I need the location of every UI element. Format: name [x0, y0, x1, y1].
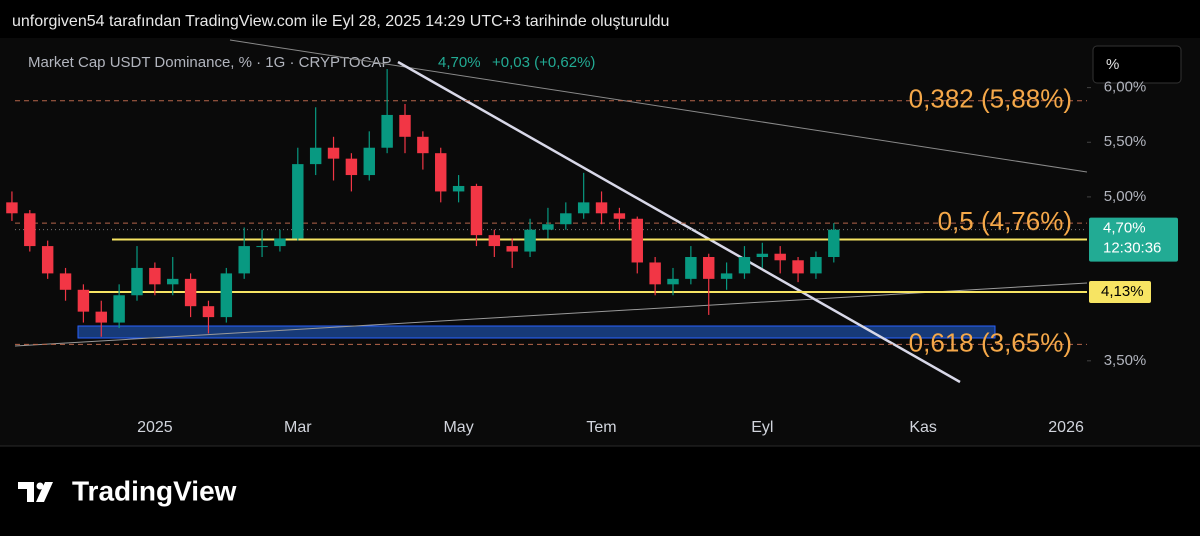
fib-label: 0,5 (4,76%)	[938, 206, 1072, 236]
last-value: 4,70%	[438, 54, 481, 71]
candle-body	[667, 278, 679, 285]
x-tick-label: Mar	[284, 419, 312, 436]
candle-body	[577, 202, 590, 214]
x-tick-label: May	[443, 419, 473, 436]
logo-icon	[36, 482, 44, 490]
candle-body	[720, 273, 733, 279]
candle-body	[399, 114, 411, 137]
logo: TradingView	[18, 475, 237, 506]
candle-body	[345, 158, 358, 176]
symbol-title: Market Cap USDT Dominance, % · 1G · CRYP…	[28, 54, 391, 71]
candle-body	[220, 273, 233, 318]
logo-text: TradingView	[72, 475, 237, 506]
candle-body	[649, 262, 661, 285]
trend-line	[229, 39, 1088, 173]
candle-body	[810, 257, 822, 274]
candle-body	[256, 246, 268, 248]
candle-body	[595, 202, 608, 214]
candle-body	[828, 229, 840, 258]
countdown: 12:30:36	[1103, 240, 1161, 257]
candle-body	[470, 185, 483, 236]
level-badge	[1089, 280, 1151, 303]
candle-body	[274, 238, 286, 247]
candle-body	[238, 246, 250, 274]
last-price-badge	[1089, 217, 1178, 262]
candle-body	[488, 235, 501, 247]
candle-body	[738, 257, 751, 274]
change: +0,03 (+0,62%)	[492, 54, 595, 71]
candle-body	[435, 153, 447, 192]
unit-button[interactable]	[1092, 45, 1182, 84]
fib-label: 0,618 (3,65%)	[909, 327, 1072, 357]
x-tick-label: Eyl	[751, 419, 773, 436]
candle-body	[59, 273, 72, 290]
x-tick-label: 2025	[137, 419, 173, 436]
y-tick-label: 5,00%	[1104, 188, 1147, 205]
candle-body	[202, 306, 215, 318]
x-tick-label: Kas	[909, 419, 937, 436]
candle-body	[506, 246, 518, 252]
candle-body	[131, 267, 143, 296]
candle-body	[149, 267, 161, 285]
candle-body	[560, 213, 572, 225]
candle-body	[792, 260, 804, 274]
candle-body	[524, 229, 536, 252]
fib-label: 0,382 (5,88%)	[909, 84, 1072, 114]
candle-body	[327, 147, 340, 159]
candle-body	[756, 253, 769, 258]
candle-body	[542, 224, 554, 230]
candle-body	[685, 257, 697, 279]
trend-line	[14, 282, 1088, 347]
trend-line	[397, 60, 961, 384]
candle-body	[41, 246, 54, 274]
candle-body	[381, 114, 393, 148]
candle-body	[774, 253, 786, 261]
y-tick-label: 5,50%	[1104, 133, 1147, 150]
candle-body	[631, 218, 643, 263]
candle-body	[363, 147, 375, 176]
y-tick-label: 3,50%	[1104, 352, 1147, 369]
candle-body	[184, 278, 197, 307]
level-badge-label: 4,13%	[1101, 283, 1144, 300]
last-price-label: 4,70%	[1103, 220, 1146, 237]
candle-body	[167, 278, 179, 285]
chart-panel	[0, 38, 1200, 446]
candle-body	[113, 295, 125, 323]
unit-label: %	[1106, 56, 1119, 73]
candle-body	[6, 202, 18, 214]
caption: unforgiven54 tarafından TradingView.com …	[12, 13, 669, 30]
candle-body	[309, 147, 322, 165]
candle-body	[613, 213, 626, 219]
x-tick-label: 2026	[1048, 419, 1084, 436]
plot: 0,382 (5,88%) 0,5 (4,76%) 0,618 (3,65%)	[6, 39, 1088, 384]
zone	[77, 325, 996, 339]
candle-body	[703, 257, 715, 279]
logo-icon	[18, 482, 53, 502]
y-tick-label: 6,00%	[1104, 79, 1147, 96]
candle-body	[77, 289, 90, 312]
candle-body	[95, 311, 107, 323]
candle-body	[292, 164, 304, 239]
candle-body	[452, 185, 465, 192]
candle-body	[417, 136, 429, 154]
candle-body	[24, 213, 36, 247]
x-tick-label: Tem	[586, 419, 616, 436]
